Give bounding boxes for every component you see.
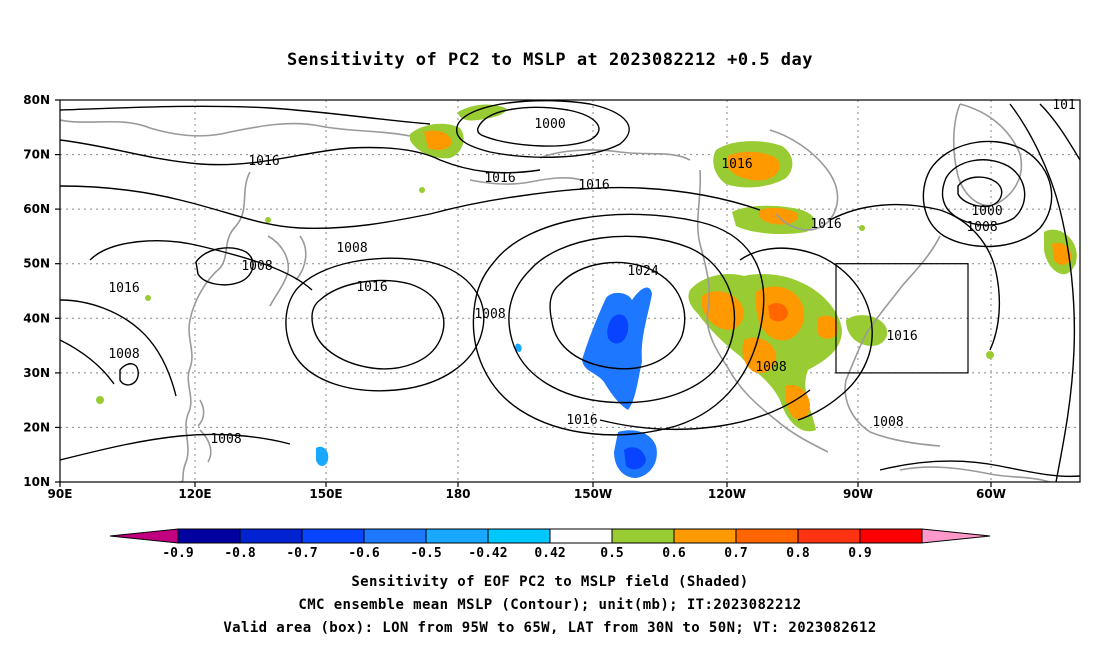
coastlines — [60, 103, 1051, 482]
colorbar-min-arrow — [109, 528, 179, 544]
colorbar-label: 0.6 — [662, 546, 686, 561]
caption-valid-area: Valid area (box): LON from 95W to 65W, L… — [223, 620, 877, 636]
contour-label: 1016 — [484, 171, 515, 186]
valid-area-box — [835, 263, 969, 374]
lat-label: 20N — [23, 420, 50, 434]
colorbar-swatch — [363, 528, 427, 544]
negative-sensitivity-region — [582, 287, 652, 410]
contour-label: 1016 — [810, 217, 841, 232]
colorbar-swatch — [177, 528, 241, 544]
contour-label: 1008 — [241, 259, 272, 274]
lon-label: 150E — [309, 487, 342, 501]
latitude-labels: 80N 70N 60N 50N 40N 30N 20N 10N — [23, 93, 50, 489]
colorbar-label: 0.5 — [600, 546, 623, 561]
gridlines — [60, 100, 1080, 482]
colorbar-swatch — [549, 528, 613, 544]
contour-label: 1016 — [356, 280, 387, 295]
contour-label: 1008 — [872, 415, 903, 430]
contour-label: 1008 — [966, 220, 997, 235]
contour-label: 1016 — [578, 178, 609, 193]
colorbar-label: -0.7 — [286, 546, 317, 561]
contour-label: 1008 — [755, 360, 786, 375]
colorbar-swatch — [487, 528, 551, 544]
contour-label: 1008 — [108, 347, 139, 362]
axis-ticks — [55, 99, 992, 487]
colorbar-swatch — [239, 528, 303, 544]
contour-label: 1024 — [627, 264, 658, 279]
contour-label: 1008 — [210, 432, 241, 447]
mslp-contours — [60, 100, 1080, 482]
colorbar-swatch — [859, 528, 923, 544]
lat-label: 40N — [23, 311, 50, 325]
contour-label: 1016 — [108, 281, 139, 296]
plot-area — [60, 100, 1080, 482]
contour-label: 1008 — [474, 307, 505, 322]
longitude-labels: 90E 120E 150E 180 150W 120W 90W 60W — [48, 487, 1006, 501]
colorbar-swatch — [611, 528, 675, 544]
caption-contour: CMC ensemble mean MSLP (Contour); unit(m… — [298, 597, 802, 613]
colorbar-swatch — [301, 528, 365, 544]
colorbar-swatches — [109, 528, 991, 544]
contour-label: 1016 — [886, 329, 917, 344]
colorbar-label: -0.42 — [468, 546, 507, 561]
plot-frame — [59, 99, 1081, 483]
lon-label: 120W — [708, 487, 746, 501]
contour-label: 1000 — [971, 204, 1002, 219]
lon-label: 120E — [178, 487, 211, 501]
colorbar-label: -0.9 — [162, 546, 193, 561]
contour-label: 1016 — [721, 157, 752, 172]
lat-label: 70N — [23, 148, 50, 162]
colorbar-label: -0.8 — [224, 546, 255, 561]
contour-label: 1016 — [248, 154, 279, 169]
lon-label: 90W — [843, 487, 873, 501]
lon-label: 60W — [976, 487, 1006, 501]
colorbar-label: 0.8 — [786, 546, 810, 561]
contour-labels: 1000 1016 1016 1016 1016 1016 1016 1016 … — [108, 98, 1075, 447]
contour-label: 1016 — [566, 413, 597, 428]
colorbar-swatch — [797, 528, 861, 544]
colorbar-label: -0.5 — [410, 546, 441, 561]
colorbar-swatch — [673, 528, 737, 544]
colorbar-label: 0.42 — [534, 546, 565, 561]
colorbar-label: -0.6 — [348, 546, 379, 561]
contour-label: 101 — [1052, 98, 1075, 113]
colorbar-swatch — [735, 528, 799, 544]
colorbar-swatch — [425, 528, 489, 544]
colorbar-max-arrow — [921, 528, 991, 544]
lon-label: 150W — [574, 487, 612, 501]
caption-shaded: Sensitivity of EOF PC2 to MSLP field (Sh… — [351, 574, 749, 590]
map-title: Sensitivity of PC2 to MSLP at 2023082212… — [286, 50, 813, 70]
lat-label: 80N — [23, 93, 50, 107]
lon-label: 180 — [445, 487, 470, 501]
contour-label: 1000 — [534, 117, 565, 132]
colorbar-labels: -0.9 -0.8 -0.7 -0.6 -0.5 -0.42 0.42 0.5 0.6 0.7 0.… — [162, 546, 871, 561]
lon-label: 90E — [48, 487, 73, 501]
lat-label: 30N — [23, 366, 50, 380]
contour-label: 1008 — [336, 241, 367, 256]
colorbar-label: 0.9 — [848, 546, 871, 561]
lat-label: 50N — [23, 257, 50, 271]
lat-label: 10N — [23, 475, 50, 489]
lat-label: 60N — [23, 202, 50, 216]
colorbar-label: 0.7 — [724, 546, 747, 561]
